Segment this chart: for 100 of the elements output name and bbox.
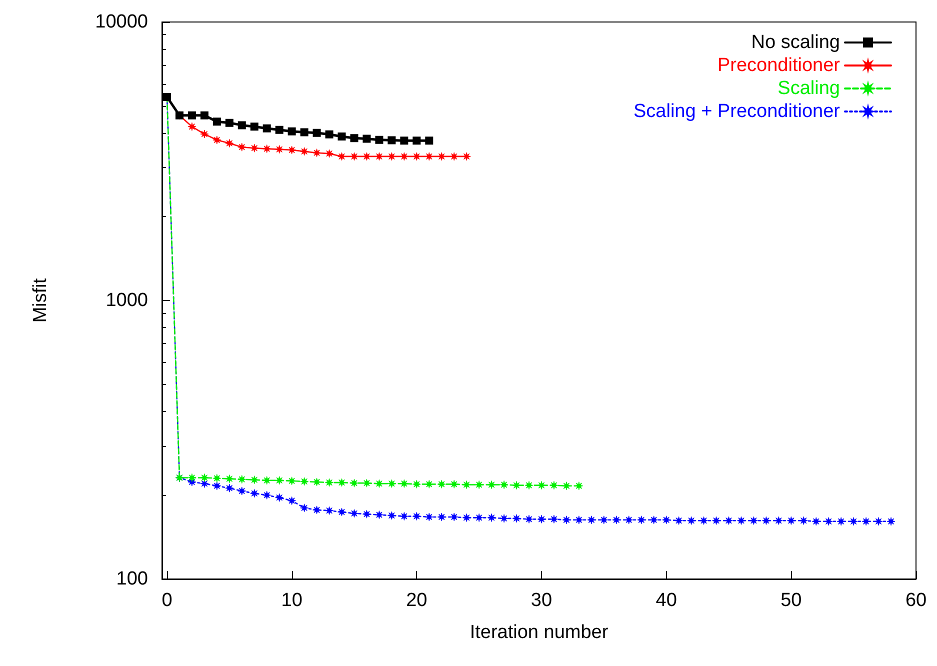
legend-label: No scaling bbox=[751, 32, 840, 53]
point bbox=[874, 517, 883, 526]
x-tick-label: 50 bbox=[780, 590, 802, 611]
point bbox=[799, 516, 808, 525]
point bbox=[362, 510, 371, 518]
point bbox=[312, 128, 321, 137]
point bbox=[374, 510, 384, 520]
point bbox=[262, 476, 272, 485]
point bbox=[462, 513, 471, 522]
point bbox=[600, 516, 608, 524]
point bbox=[749, 516, 758, 525]
y-axis-title: Misfit bbox=[30, 278, 51, 323]
point bbox=[736, 516, 746, 525]
point bbox=[400, 479, 408, 488]
point bbox=[188, 473, 196, 482]
point bbox=[338, 132, 346, 141]
point bbox=[338, 478, 346, 487]
point bbox=[200, 473, 209, 482]
point bbox=[562, 482, 571, 490]
point bbox=[375, 136, 384, 144]
point bbox=[212, 136, 222, 144]
point bbox=[238, 142, 246, 152]
point bbox=[387, 511, 396, 520]
point bbox=[325, 130, 334, 138]
x-axis-title: Iteration number bbox=[470, 622, 609, 643]
point bbox=[537, 481, 546, 490]
point bbox=[238, 486, 246, 496]
point bbox=[238, 475, 246, 484]
point bbox=[574, 516, 584, 524]
point bbox=[412, 480, 421, 488]
x-tick-label: 60 bbox=[905, 590, 927, 611]
x-tick-label: 30 bbox=[530, 590, 552, 611]
y-tick-label: 1000 bbox=[106, 290, 148, 311]
point bbox=[275, 145, 284, 154]
point bbox=[437, 512, 446, 522]
point bbox=[362, 134, 371, 143]
point bbox=[412, 512, 421, 520]
point bbox=[300, 477, 309, 486]
point bbox=[288, 496, 296, 505]
point bbox=[325, 149, 334, 158]
point bbox=[412, 136, 421, 145]
point bbox=[288, 127, 296, 136]
point bbox=[200, 130, 209, 138]
point bbox=[524, 481, 534, 490]
point bbox=[886, 517, 896, 526]
point bbox=[550, 514, 558, 524]
point bbox=[188, 122, 196, 131]
point bbox=[724, 516, 733, 525]
point bbox=[238, 121, 246, 130]
point bbox=[225, 474, 234, 484]
point bbox=[300, 147, 309, 156]
point bbox=[550, 481, 558, 490]
point bbox=[574, 482, 584, 490]
y-tick-label: 10000 bbox=[95, 12, 148, 32]
point bbox=[338, 508, 346, 516]
y-tick-label: 100 bbox=[116, 568, 148, 590]
point bbox=[388, 136, 396, 144]
point bbox=[624, 516, 634, 524]
point bbox=[774, 516, 783, 525]
point bbox=[188, 111, 196, 120]
point bbox=[225, 484, 234, 492]
point bbox=[500, 480, 508, 489]
point bbox=[812, 517, 820, 526]
point bbox=[424, 480, 434, 488]
point bbox=[450, 480, 458, 488]
point bbox=[262, 124, 271, 132]
point bbox=[562, 516, 571, 524]
point bbox=[250, 476, 259, 484]
point bbox=[325, 478, 334, 487]
point bbox=[462, 480, 471, 489]
point bbox=[250, 122, 258, 131]
point bbox=[300, 128, 308, 136]
point bbox=[262, 144, 272, 154]
x-tick-label: 20 bbox=[406, 590, 428, 611]
point bbox=[350, 134, 358, 142]
point bbox=[225, 138, 234, 148]
point bbox=[500, 514, 508, 523]
legend-label: Scaling + Preconditioner bbox=[634, 101, 841, 122]
point bbox=[212, 474, 222, 483]
point bbox=[862, 517, 870, 526]
point bbox=[262, 490, 272, 500]
point bbox=[350, 509, 358, 518]
point bbox=[387, 479, 396, 488]
point bbox=[762, 516, 770, 525]
legend-label: Scaling bbox=[778, 78, 840, 99]
point bbox=[537, 514, 546, 524]
point bbox=[474, 513, 484, 522]
point bbox=[487, 513, 496, 522]
point bbox=[425, 136, 434, 145]
point bbox=[400, 512, 408, 520]
x-tick-label: 10 bbox=[281, 590, 302, 611]
point bbox=[400, 136, 408, 145]
legend-label: Preconditioner bbox=[717, 55, 841, 76]
point bbox=[786, 516, 796, 525]
x-tick-label: 0 bbox=[162, 590, 172, 611]
point bbox=[288, 146, 296, 154]
point bbox=[312, 148, 322, 158]
point bbox=[512, 481, 521, 490]
point bbox=[437, 480, 446, 488]
point bbox=[474, 480, 484, 489]
